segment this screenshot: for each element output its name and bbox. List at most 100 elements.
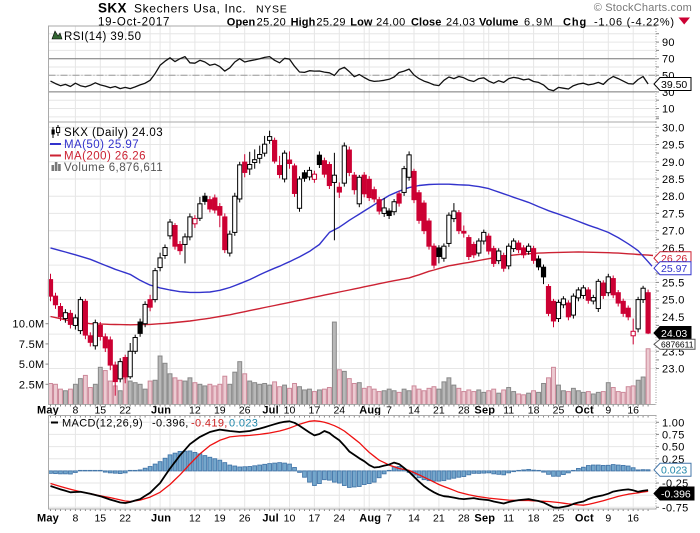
svg-text:18: 18 <box>528 513 540 525</box>
svg-text:15: 15 <box>94 513 106 525</box>
svg-text:25.97: 25.97 <box>661 263 687 275</box>
svg-text:Skechers Usa, Inc.: Skechers Usa, Inc. <box>134 2 246 16</box>
svg-text:Chg: Chg <box>563 17 587 29</box>
svg-text:10: 10 <box>662 104 675 116</box>
svg-text:Aug: Aug <box>359 513 381 525</box>
svg-text:MA(50) 25.97: MA(50) 25.97 <box>64 139 139 151</box>
svg-text:10.0M: 10.0M <box>12 319 44 331</box>
svg-text:Oct: Oct <box>575 513 594 525</box>
svg-text:MA(200) 26.26: MA(200) 26.26 <box>64 151 146 163</box>
svg-text:24.5: 24.5 <box>662 312 685 324</box>
svg-text:90: 90 <box>662 37 675 49</box>
svg-text:19: 19 <box>214 513 226 525</box>
svg-text:-0.75: -0.75 <box>662 502 689 514</box>
svg-text:1.00: 1.00 <box>662 417 685 429</box>
svg-text:30.0: 30.0 <box>662 122 685 134</box>
svg-text:29.0: 29.0 <box>662 157 685 169</box>
svg-text:May: May <box>37 513 60 525</box>
svg-text:12: 12 <box>189 405 201 417</box>
svg-text:70: 70 <box>662 54 675 66</box>
svg-text:11: 11 <box>503 405 514 417</box>
svg-text:Volume 6,876,611: Volume 6,876,611 <box>64 162 163 174</box>
svg-text:16: 16 <box>627 405 639 417</box>
svg-text:17: 17 <box>309 513 321 525</box>
svg-text:14: 14 <box>408 405 420 417</box>
svg-text:10: 10 <box>284 405 296 417</box>
svg-text:39.50: 39.50 <box>661 79 687 91</box>
svg-text:11: 11 <box>503 513 514 525</box>
svg-text:-0.419,: -0.419, <box>191 418 228 430</box>
svg-text:9: 9 <box>605 405 611 417</box>
svg-text:Jun: Jun <box>151 405 171 417</box>
svg-text:21: 21 <box>433 513 445 525</box>
svg-text:10: 10 <box>284 513 296 525</box>
svg-text:18: 18 <box>528 405 540 417</box>
svg-text:6.9M: 6.9M <box>524 17 554 29</box>
svg-text:27.5: 27.5 <box>662 208 685 220</box>
svg-text:7: 7 <box>386 513 392 525</box>
svg-text:Volume: Volume <box>479 17 519 29</box>
svg-text:24: 24 <box>333 405 345 417</box>
svg-text:17: 17 <box>309 405 321 417</box>
svg-text:RSI(14) 39.50: RSI(14) 39.50 <box>64 31 141 43</box>
svg-text:28.0: 28.0 <box>662 191 685 203</box>
svg-text:25.29: 25.29 <box>316 17 346 29</box>
svg-text:25.0: 25.0 <box>662 295 685 307</box>
svg-text:16: 16 <box>627 513 639 525</box>
svg-text:28: 28 <box>458 513 470 525</box>
svg-text:21: 21 <box>433 405 445 417</box>
svg-text:0.50: 0.50 <box>662 442 685 454</box>
svg-text:NYSE: NYSE <box>256 4 287 16</box>
svg-text:22: 22 <box>119 405 131 417</box>
svg-text:Open: Open <box>227 17 256 29</box>
svg-text:Jun: Jun <box>151 513 171 525</box>
svg-text:14: 14 <box>408 513 420 525</box>
svg-text:15: 15 <box>94 405 106 417</box>
svg-text:© StockCharts.com: © StockCharts.com <box>594 2 692 14</box>
svg-text:24.03: 24.03 <box>661 328 687 340</box>
svg-text:23.0: 23.0 <box>662 364 685 376</box>
svg-text:Oct: Oct <box>575 405 594 417</box>
svg-text:25: 25 <box>553 513 565 525</box>
svg-text:MACD(12,26,9): MACD(12,26,9) <box>62 418 143 430</box>
svg-text:25: 25 <box>553 405 565 417</box>
svg-text:22: 22 <box>119 513 131 525</box>
svg-text:Jul: Jul <box>262 513 279 525</box>
svg-text:28: 28 <box>458 405 470 417</box>
svg-text:Sep: Sep <box>474 405 495 417</box>
svg-text:12: 12 <box>189 513 201 525</box>
svg-text:25.20: 25.20 <box>257 17 287 29</box>
svg-text:8: 8 <box>72 513 78 525</box>
svg-text:Low: Low <box>350 17 373 29</box>
svg-text:26: 26 <box>239 513 251 525</box>
svg-text:19-Oct-2017: 19-Oct-2017 <box>98 17 170 29</box>
svg-text:Sep: Sep <box>474 513 495 525</box>
svg-text:2.5M: 2.5M <box>19 379 45 391</box>
svg-text:0.023: 0.023 <box>229 418 258 430</box>
svg-text:0.023: 0.023 <box>661 465 687 477</box>
svg-text:-0.396: -0.396 <box>661 488 691 500</box>
svg-text:28.5: 28.5 <box>662 174 685 186</box>
svg-text:27.0: 27.0 <box>662 226 685 238</box>
svg-text:7.5M: 7.5M <box>19 339 45 351</box>
svg-text:24: 24 <box>333 513 345 525</box>
svg-text:9: 9 <box>605 513 611 525</box>
svg-text:Aug: Aug <box>359 405 381 417</box>
svg-text:25.5: 25.5 <box>662 277 685 289</box>
svg-text:SKX (Daily) 24.03: SKX (Daily) 24.03 <box>64 127 163 139</box>
svg-text:SKX: SKX <box>98 1 127 16</box>
svg-text:5.0M: 5.0M <box>19 359 45 371</box>
svg-text:-0.396,: -0.396, <box>152 418 189 430</box>
svg-text:19: 19 <box>214 405 226 417</box>
svg-text:0.75: 0.75 <box>662 429 685 441</box>
svg-text:8: 8 <box>72 405 78 417</box>
svg-text:Jul: Jul <box>262 405 279 417</box>
svg-text:High: High <box>291 17 316 29</box>
svg-text:7: 7 <box>386 405 392 417</box>
svg-text:6876611: 6876611 <box>661 339 694 349</box>
svg-text:24.03: 24.03 <box>446 17 476 29</box>
svg-text:Close: Close <box>411 17 441 29</box>
svg-text:26: 26 <box>239 405 251 417</box>
svg-text:24.00: 24.00 <box>376 17 406 29</box>
svg-text:29.5: 29.5 <box>662 140 685 152</box>
